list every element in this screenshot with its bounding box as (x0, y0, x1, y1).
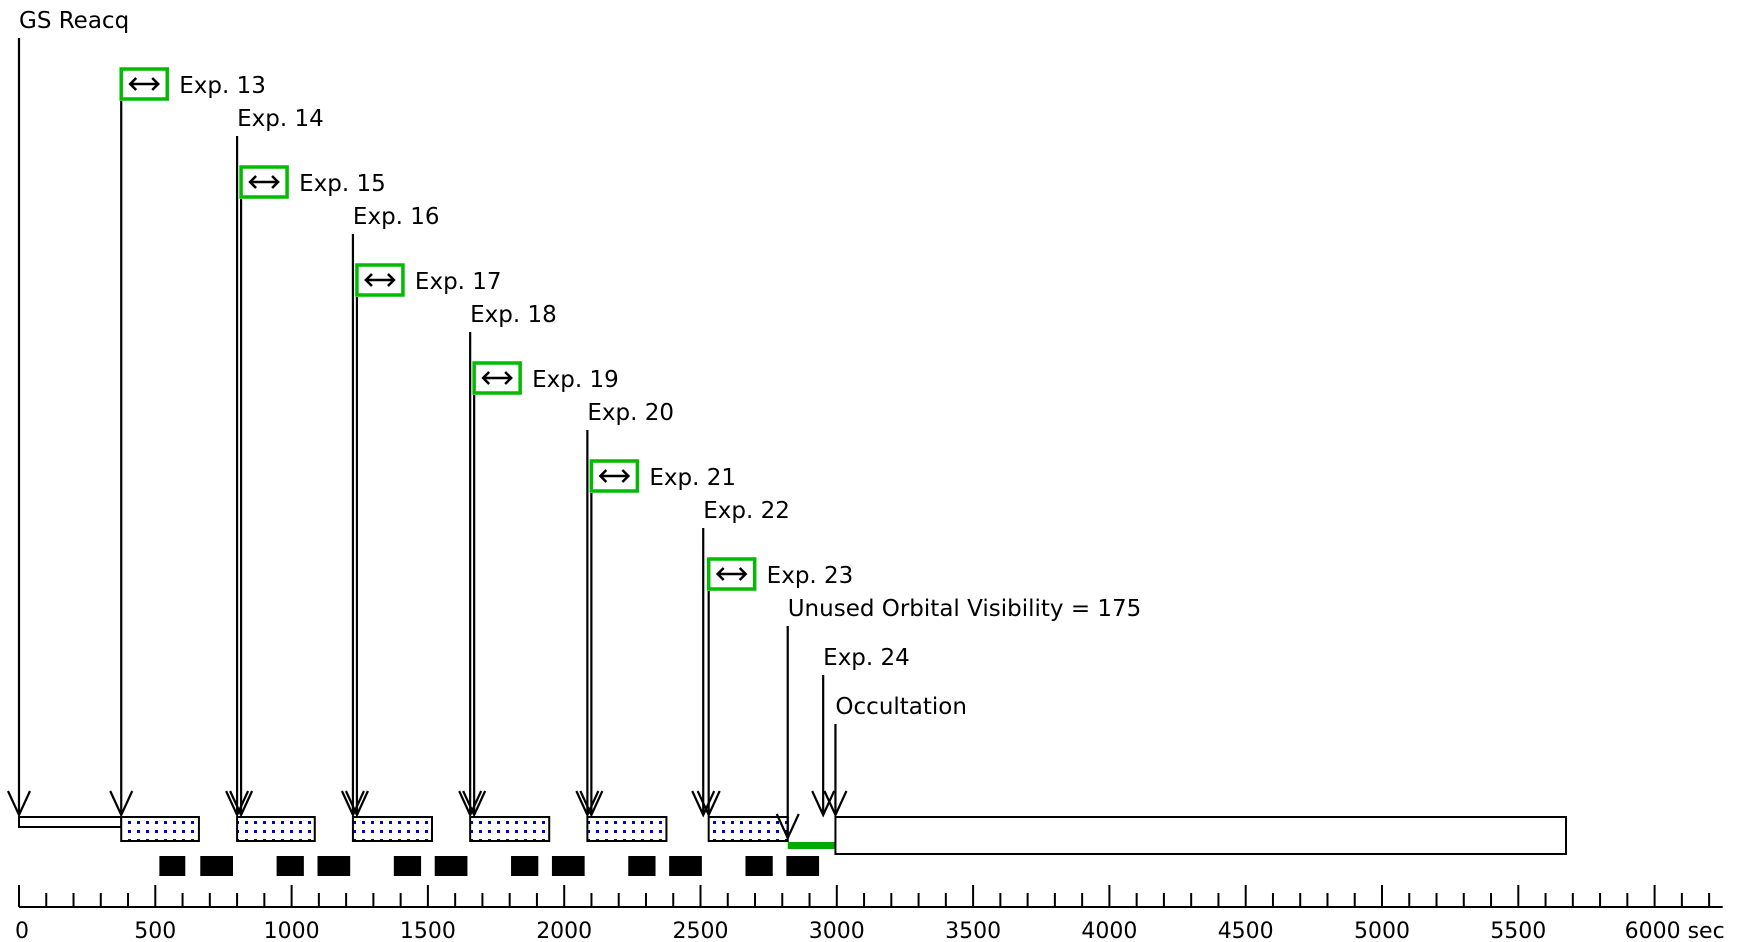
axis-tick-label: 3500 (945, 919, 1001, 942)
overhead-block (551, 856, 585, 876)
overhead-block (669, 856, 702, 876)
exposure-segment (586, 816, 668, 842)
axis-tick-label: 2000 (536, 919, 592, 942)
event-label: Exp. 14 (237, 106, 324, 132)
event-label: Exp. 24 (823, 645, 910, 671)
axis-tick-label: 0 (15, 919, 29, 942)
event-label: Exp. 17 (415, 269, 502, 295)
event-arrowhead (225, 790, 250, 818)
event-label: Exp. 23 (767, 563, 854, 589)
event-label: Exp. 21 (649, 465, 736, 491)
axis-tick-label: 4000 (1081, 919, 1137, 942)
event-arrowhead (579, 790, 604, 818)
guide-star-segment (18, 816, 123, 828)
axis-tick-label: 4500 (1218, 919, 1274, 942)
overhead-block (434, 856, 468, 876)
pan-arrows-glyph (128, 77, 160, 91)
occultation-segment (834, 816, 1568, 855)
axis-tick-label: 5500 (1490, 919, 1546, 942)
event-label: Exp. 18 (470, 302, 557, 328)
axis-tick-label: 2500 (673, 919, 729, 942)
unused-visibility-bar (787, 842, 836, 849)
event-label: GS Reacq (19, 8, 129, 34)
pan-arrows-glyph (598, 469, 631, 483)
event-label: Exp. 15 (299, 171, 386, 197)
event-label: Exp. 19 (532, 367, 619, 393)
event-arrowhead (811, 790, 836, 818)
event-markers: GS Reacq Exp. 13 Exp. 14 Exp. 15 Exp. 16 Exp.… (7, 8, 1142, 841)
event-arrowhead (344, 790, 369, 818)
overhead-block (628, 856, 656, 876)
exposure-segment (707, 816, 789, 842)
pan-arrows-glyph (715, 567, 748, 581)
overhead-block (786, 856, 820, 876)
event-arrowhead (575, 790, 600, 818)
axis-tick-label: 500 (134, 919, 176, 942)
event-arrowhead (775, 813, 800, 841)
overhead-block (159, 856, 186, 876)
event-label: Exp. 16 (353, 204, 440, 230)
event-label: Occultation (835, 694, 967, 720)
axis-tick-label: 6000 sec (1625, 919, 1725, 942)
overhead-block (317, 856, 351, 876)
overhead-block (745, 856, 773, 876)
overhead-block (393, 856, 422, 876)
event-label: Exp. 22 (703, 498, 790, 524)
exposure-segment (120, 816, 200, 842)
pan-arrows-glyph (481, 371, 513, 385)
event-arrowhead (696, 790, 721, 818)
time-axis: 0 500 1000 1500 2000 2500 3000 3500 4000 4500 5000… (15, 885, 1725, 942)
axis-tick-label: 1500 (400, 919, 456, 942)
axis-tick-label: 5000 (1354, 919, 1410, 942)
event-label: Exp. 13 (179, 73, 266, 99)
event-arrowhead (691, 790, 716, 818)
axis-tick-label: 1000 (264, 919, 320, 942)
axis-tick-label: 3000 (809, 919, 865, 942)
event-arrowhead (7, 790, 31, 818)
event-arrowhead (458, 790, 483, 818)
overhead-block (276, 856, 304, 876)
exposure-segment (469, 816, 551, 842)
event-arrowhead (823, 790, 848, 818)
exposure-segment (236, 816, 316, 842)
event-label: Unused Orbital Visibility = 175 (788, 596, 1142, 622)
overhead-blocks (159, 856, 820, 876)
timeline-segments (18, 816, 1568, 855)
event-arrowhead (462, 790, 487, 818)
pan-arrows-glyph (364, 273, 396, 287)
event-arrowhead (340, 790, 365, 818)
overhead-block (200, 856, 233, 876)
event-arrowhead (229, 790, 254, 818)
event-arrowhead (109, 790, 134, 818)
exposure-segment (351, 816, 433, 842)
event-label: Exp. 20 (587, 400, 674, 426)
overhead-block (511, 856, 539, 876)
pan-arrows-glyph (248, 175, 280, 189)
